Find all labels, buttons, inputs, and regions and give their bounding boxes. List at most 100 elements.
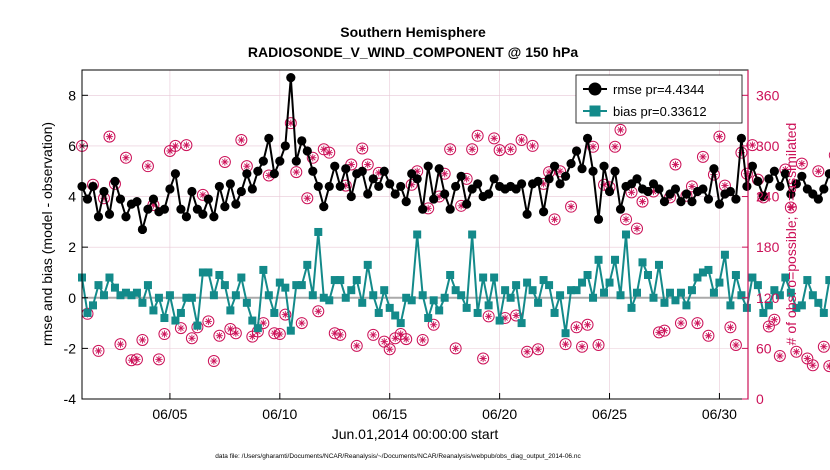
obs-assimilated-point bbox=[468, 145, 476, 153]
obs-possible-point bbox=[636, 195, 649, 208]
bias-point bbox=[567, 286, 576, 295]
bias-point bbox=[121, 288, 130, 297]
bias-point bbox=[319, 293, 328, 302]
obs-possible-point bbox=[790, 345, 803, 358]
obs-possible-point bbox=[152, 353, 165, 366]
x-tick-label: 06/20 bbox=[482, 406, 517, 422]
obs-assimilated-point bbox=[243, 162, 251, 170]
bias-point bbox=[676, 288, 685, 297]
bias-point bbox=[731, 270, 740, 279]
bias-point bbox=[792, 303, 801, 312]
obs-possible-point bbox=[174, 322, 187, 335]
bias-point bbox=[704, 265, 713, 274]
y2-tick-label: 240 bbox=[756, 189, 780, 205]
obs-possible-point bbox=[185, 332, 198, 345]
obs-assimilated-point bbox=[748, 141, 756, 149]
obs-assimilated-point bbox=[627, 188, 636, 196]
obs-possible-point bbox=[350, 339, 363, 352]
obs-possible-point bbox=[114, 338, 127, 351]
rmse-point bbox=[764, 174, 774, 184]
obs-assimilated-point bbox=[583, 321, 592, 329]
bias-point bbox=[561, 329, 570, 338]
rmse-point bbox=[747, 161, 757, 171]
bias-point bbox=[473, 308, 482, 317]
bias-point bbox=[226, 306, 235, 315]
bias-point bbox=[512, 281, 521, 290]
bias-point bbox=[506, 293, 515, 302]
obs-possible-point bbox=[92, 344, 105, 357]
legend-bias-label: bias pr=0.33612 bbox=[613, 104, 707, 119]
y-axis-right: 0 60 120 180 240 300 360 bbox=[742, 70, 780, 407]
obs-assimilated-point bbox=[232, 329, 240, 337]
rmse-point bbox=[258, 156, 268, 166]
y-tick-label: -4 bbox=[64, 391, 77, 407]
y2-axis-label: # of obs: o=possible; ∗=assimilated bbox=[783, 123, 799, 346]
bias-point bbox=[770, 286, 779, 295]
obs-possible-point bbox=[669, 158, 682, 171]
rmse-point bbox=[280, 141, 290, 151]
obs-possible-point bbox=[614, 123, 627, 136]
obs-possible-point bbox=[817, 340, 830, 353]
bias-point bbox=[363, 260, 372, 269]
bias-point bbox=[600, 288, 609, 297]
obs-assimilated-point bbox=[550, 215, 559, 223]
bias-point bbox=[808, 291, 817, 300]
obs-assimilated-point bbox=[391, 334, 399, 342]
rmse-point bbox=[549, 161, 560, 171]
bias-point bbox=[176, 308, 185, 317]
rmse-point bbox=[341, 164, 351, 174]
rmse-point bbox=[82, 194, 93, 204]
bias-point bbox=[94, 281, 103, 290]
obs-assimilated-point bbox=[507, 145, 515, 153]
rmse-point bbox=[308, 166, 318, 176]
obs-possible-point bbox=[229, 327, 242, 340]
bias-point bbox=[819, 308, 828, 317]
obs-assimilated-point bbox=[699, 153, 707, 161]
bias-point bbox=[753, 281, 762, 290]
y-tick-label: -2 bbox=[64, 340, 77, 356]
rmse-point bbox=[769, 166, 779, 176]
rmse-point bbox=[269, 169, 279, 179]
bias-point bbox=[759, 308, 768, 317]
rmse-point bbox=[220, 202, 230, 212]
bias-point bbox=[154, 293, 163, 302]
rmse-point bbox=[659, 197, 670, 207]
obs-assimilated-point bbox=[276, 330, 284, 338]
obs-assimilated-point bbox=[353, 342, 361, 350]
bias-point bbox=[534, 298, 543, 307]
obs-assimilated-point bbox=[534, 345, 542, 353]
obs-assimilated-point bbox=[809, 361, 817, 369]
obs-possible-point bbox=[449, 342, 462, 355]
bias-point bbox=[281, 283, 290, 292]
obs-assimilated-point bbox=[160, 330, 169, 338]
obs-assimilated-point bbox=[138, 336, 147, 344]
obs-assimilated-point bbox=[166, 147, 174, 155]
bias-point bbox=[715, 278, 724, 287]
rmse-point bbox=[214, 181, 224, 192]
y-tick-label: 4 bbox=[68, 189, 76, 205]
obs-possible-point bbox=[400, 333, 413, 346]
bias-point bbox=[380, 286, 389, 295]
bias-point bbox=[116, 291, 125, 300]
rmse-point bbox=[170, 169, 181, 179]
obs-assimilated-point bbox=[660, 327, 669, 335]
x-tick-label: 06/10 bbox=[262, 406, 297, 422]
obs-possible-point bbox=[746, 139, 759, 152]
bias-point bbox=[264, 291, 273, 300]
bias-point bbox=[698, 268, 707, 277]
obs-assimilated-point bbox=[726, 323, 735, 331]
bias-point bbox=[633, 288, 641, 297]
rmse-series bbox=[77, 72, 830, 235]
bias-point bbox=[726, 301, 735, 310]
bias-point bbox=[687, 286, 696, 295]
rmse-point bbox=[429, 194, 439, 204]
bias-point bbox=[479, 273, 488, 282]
bias-point bbox=[814, 298, 823, 307]
bias-point bbox=[220, 281, 229, 290]
bias-point bbox=[215, 270, 224, 279]
bias-point bbox=[440, 293, 449, 302]
bias-point bbox=[160, 314, 169, 323]
obs-possible-point bbox=[757, 191, 770, 204]
obs-assimilated-point bbox=[320, 145, 328, 153]
bias-point bbox=[654, 260, 663, 269]
